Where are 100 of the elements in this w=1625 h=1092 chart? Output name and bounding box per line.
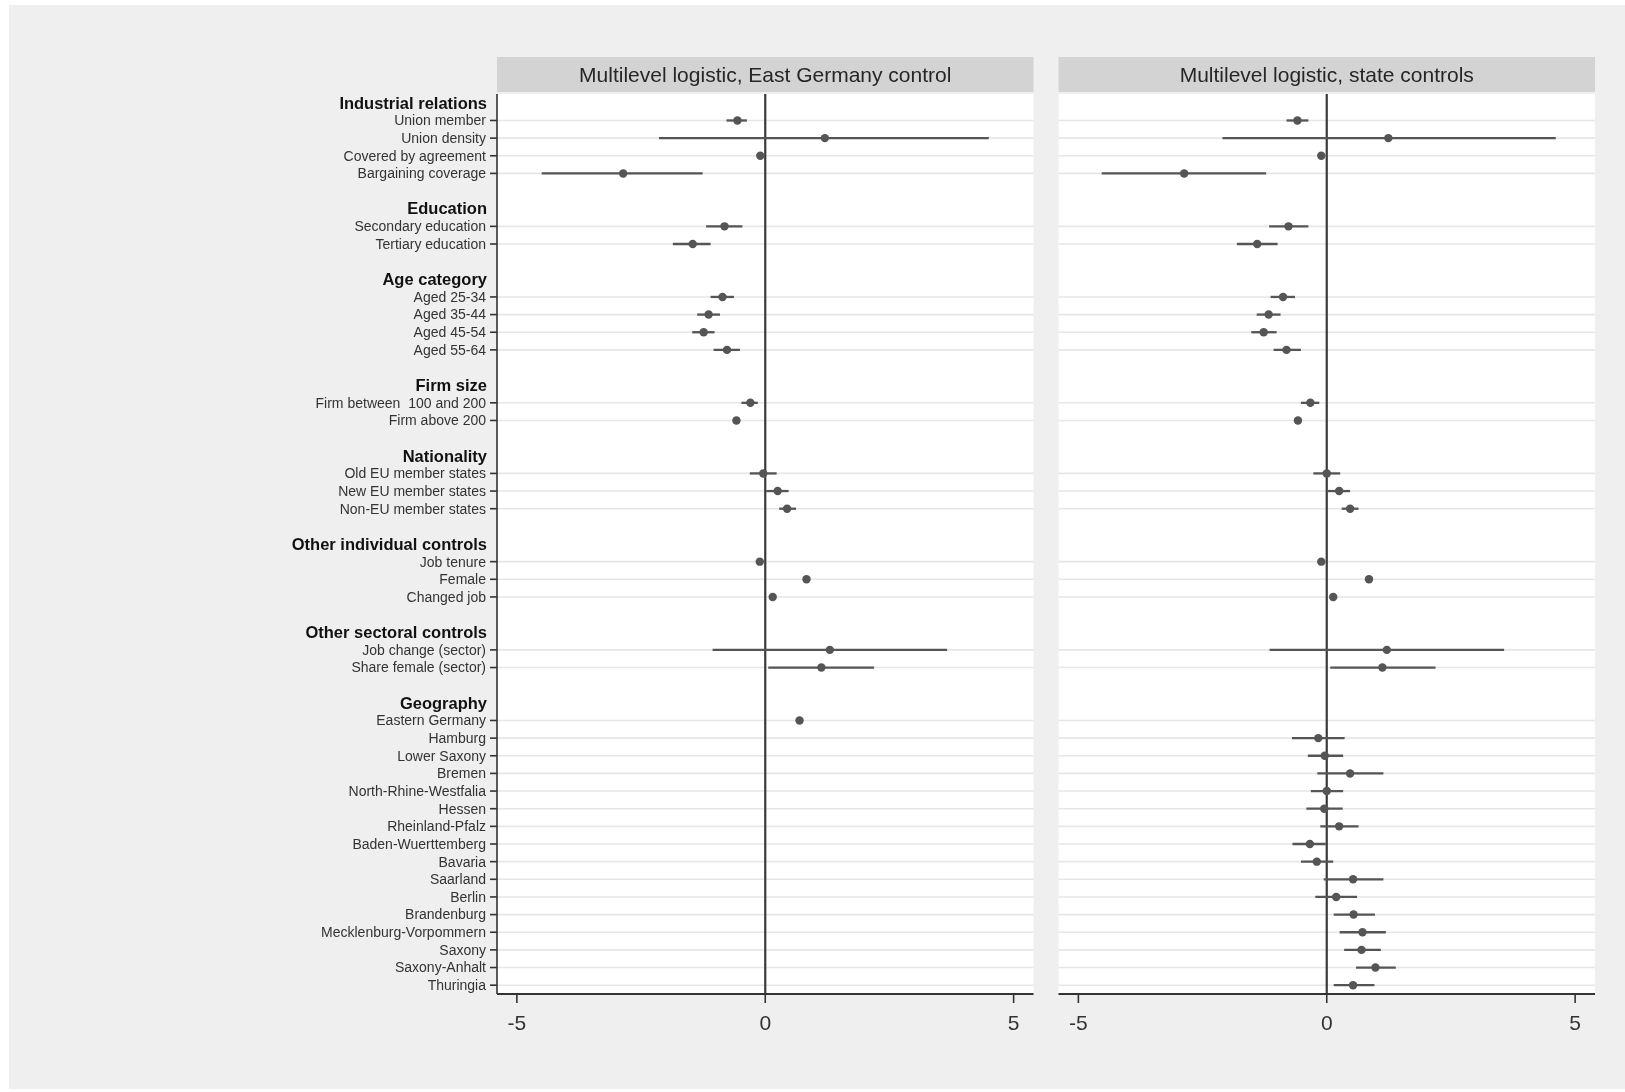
point [1312, 857, 1322, 866]
y-tick-label: Geography [399, 693, 488, 712]
y-tick-label: Mecklenburg-Vorpommern [321, 924, 486, 941]
x-tick-label: -5 [507, 1011, 527, 1034]
y-tick-label: Firm above 200 [388, 412, 487, 429]
y-tick-label: Covered by agreement [343, 147, 487, 164]
point [1293, 416, 1303, 425]
y-tick-label: Union member [394, 112, 487, 129]
point [1334, 486, 1344, 496]
point [1322, 469, 1331, 478]
y-tick-label: Share female (sector) [351, 659, 486, 676]
point [722, 345, 732, 355]
point [795, 716, 804, 725]
point [1252, 239, 1262, 249]
x-tick-label: -5 [1069, 1011, 1088, 1034]
y-tick-label: Bremen [436, 765, 486, 782]
y-tick-label: Bargaining coverage [357, 165, 487, 182]
y-tick-label: Industrial relations [339, 93, 487, 112]
point [825, 645, 835, 655]
y-tick-label: Aged 45-54 [413, 324, 487, 341]
y-tick-label: Female [439, 571, 487, 588]
point [699, 328, 708, 337]
point [1322, 786, 1331, 796]
point [732, 416, 741, 425]
y-tick-label: Baden-Wuerttemberg [352, 835, 486, 852]
y-tick-label: Secondary education [354, 218, 486, 235]
point [768, 592, 777, 602]
y-tick-label: Hessen [438, 800, 486, 817]
point [802, 575, 811, 584]
y-tick-label: Changed job [406, 588, 487, 605]
y-tick-label: Union density [401, 130, 486, 147]
x-tick-label: 0 [1320, 1011, 1333, 1034]
y-tick-label: Bavaria [438, 853, 487, 870]
point [759, 469, 768, 478]
point [773, 486, 782, 496]
y-tick-label: Berlin [450, 888, 486, 905]
point [718, 292, 727, 302]
y-tick-label: Tertiary education [375, 235, 486, 252]
point [782, 504, 792, 513]
y-tick-label: Eastern Germany [376, 712, 486, 729]
x-tick-label: 0 [759, 1011, 772, 1034]
y-tick-label: Rheinland-Pfalz [387, 818, 486, 835]
point [1278, 292, 1288, 302]
point [1264, 310, 1273, 319]
point [820, 133, 830, 143]
y-tick-label: New EU member states [338, 482, 486, 499]
y-tick-label: Brandenburg [405, 906, 486, 923]
point [1378, 663, 1387, 672]
point [1284, 222, 1293, 231]
point [817, 663, 826, 672]
point [1179, 169, 1189, 178]
y-tick-label: Saxony-Anhalt [394, 959, 487, 976]
point [756, 151, 765, 160]
y-tick-label: Job change (sector) [362, 641, 486, 658]
y-tick-label: Non-EU member states [339, 500, 486, 517]
y-tick-label: Aged 35-44 [413, 306, 487, 323]
point [1334, 822, 1344, 831]
y-tick-label: Saxony [439, 941, 486, 958]
point [704, 310, 713, 319]
y-tick-label: Hamburg [428, 730, 486, 747]
point [688, 239, 697, 249]
point [1317, 557, 1326, 566]
y-tick-label: Lower Saxony [397, 747, 486, 764]
point [746, 398, 755, 408]
point [1282, 345, 1291, 355]
point [1348, 875, 1358, 884]
y-tick-label: Old EU member states [344, 465, 486, 482]
point [1305, 839, 1315, 849]
y-tick-label: Job tenure [419, 553, 487, 570]
point [733, 116, 742, 125]
point [1358, 928, 1367, 937]
point [1328, 592, 1338, 602]
point [1293, 116, 1302, 125]
point [1384, 133, 1393, 143]
point [1317, 151, 1326, 160]
point [1345, 504, 1355, 513]
point [618, 169, 628, 178]
point [1371, 963, 1380, 972]
chart-title: Multilevel logistic, East Germany control [579, 63, 952, 87]
y-tick-label: Saarland [429, 871, 486, 888]
x-tick-label: 5 [1569, 1011, 1581, 1034]
point [1306, 398, 1315, 408]
y-tick-label: Other sectoral controls [305, 623, 487, 642]
point [1357, 945, 1366, 955]
point [1320, 804, 1329, 813]
point [1349, 910, 1358, 919]
point [1259, 328, 1268, 337]
y-tick-label: Aged 25-34 [413, 288, 487, 305]
chart-title: Multilevel logistic, state controls [1179, 63, 1474, 87]
point [720, 222, 729, 231]
y-tick-label: Thuringia [427, 977, 487, 994]
point [1348, 980, 1358, 990]
y-tick-label: Age category [382, 270, 488, 289]
y-tick-label: Education [407, 199, 487, 218]
point [1382, 645, 1392, 655]
point [1320, 751, 1329, 760]
y-tick-label: Firm between 100 and 200 [315, 394, 487, 411]
point [1364, 575, 1374, 584]
point [1331, 892, 1341, 902]
point [1345, 769, 1355, 778]
